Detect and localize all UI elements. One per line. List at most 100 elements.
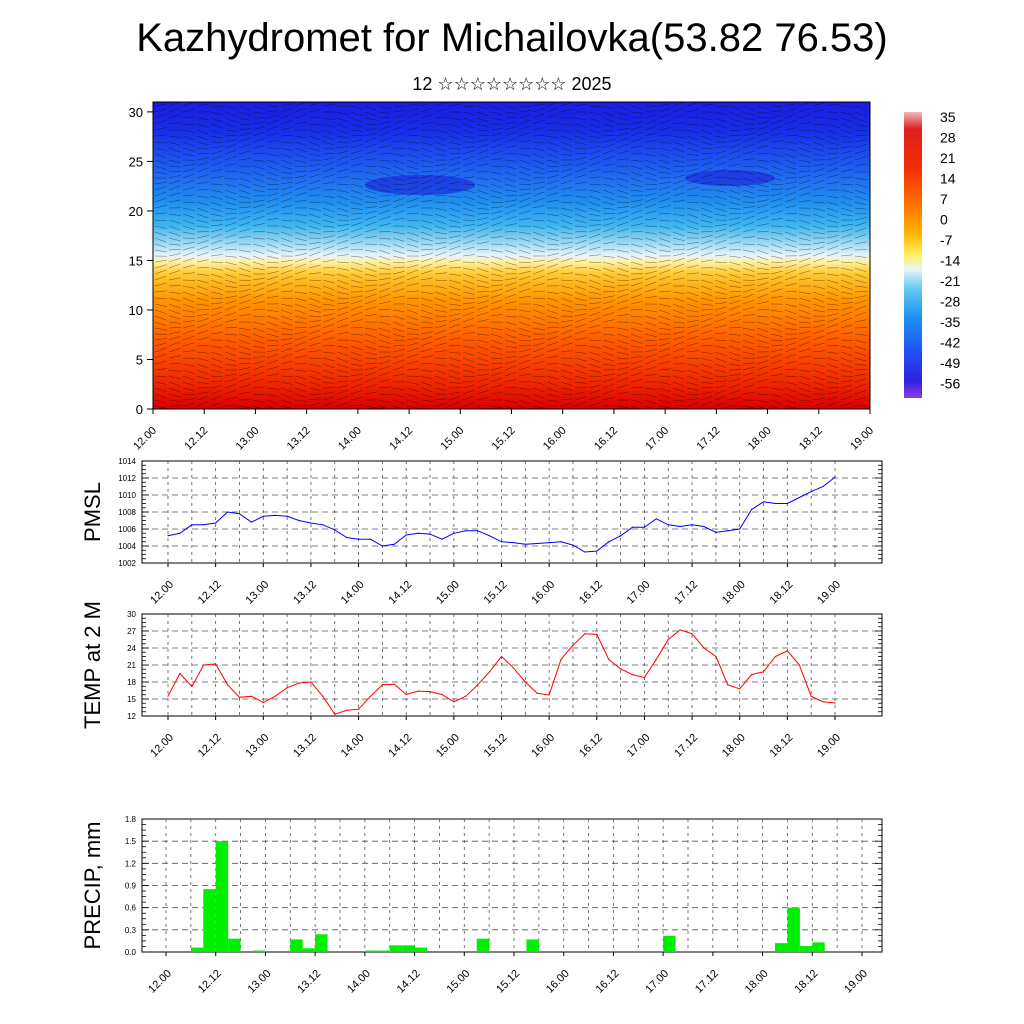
data-point bbox=[488, 671, 491, 673]
wind-barb bbox=[770, 188, 783, 191]
wind-barb bbox=[266, 321, 279, 327]
wind-barb bbox=[308, 324, 321, 329]
wind-barb bbox=[462, 345, 475, 349]
wind-barb bbox=[742, 195, 755, 199]
wind-barb bbox=[616, 228, 629, 233]
wind-barb bbox=[574, 291, 587, 297]
wind-barb bbox=[462, 155, 475, 161]
wind-barb bbox=[406, 353, 419, 359]
wind-barb bbox=[672, 381, 685, 387]
wind-barb bbox=[588, 380, 601, 383]
y-tick-label: 18 bbox=[127, 678, 136, 687]
wind-barb bbox=[672, 369, 685, 372]
wind-barb bbox=[784, 153, 797, 159]
precip-bar bbox=[799, 946, 813, 952]
data-point bbox=[536, 542, 538, 545]
wind-barb bbox=[672, 219, 685, 224]
wind-barb bbox=[154, 165, 167, 170]
wind-barb bbox=[224, 171, 237, 173]
wind-barb bbox=[602, 389, 615, 395]
wind-barb bbox=[868, 177, 870, 179]
wind-barb bbox=[826, 391, 839, 395]
data-point bbox=[322, 695, 324, 697]
wind-barb bbox=[784, 165, 797, 170]
wind-barb bbox=[448, 219, 461, 224]
wind-barb bbox=[560, 381, 573, 386]
wind-barb bbox=[854, 373, 867, 377]
x-tick-label: 17.12 bbox=[693, 968, 721, 996]
wind-barb bbox=[364, 351, 377, 355]
wind-barb bbox=[280, 147, 293, 152]
wind-barb bbox=[560, 279, 573, 282]
wind-barb bbox=[784, 141, 797, 144]
wind-barb bbox=[574, 369, 587, 375]
wind-barb bbox=[728, 390, 741, 395]
wind-barb bbox=[294, 341, 307, 347]
temperature-field bbox=[153, 102, 870, 409]
wind-barb bbox=[658, 303, 671, 307]
wind-barb bbox=[574, 303, 587, 306]
wind-barb bbox=[770, 159, 783, 164]
wind-barb bbox=[154, 327, 167, 331]
x-tick-label: 18.00 bbox=[720, 579, 748, 607]
wind-barb bbox=[196, 357, 209, 362]
wind-barb bbox=[504, 287, 517, 293]
wind-barb bbox=[476, 300, 489, 305]
wind-barb bbox=[518, 159, 531, 164]
wind-barb bbox=[154, 186, 167, 191]
wind-barb bbox=[280, 327, 293, 331]
wind-barb bbox=[448, 129, 461, 135]
wind-barb bbox=[504, 355, 517, 359]
wind-barb bbox=[602, 213, 615, 215]
wind-barb bbox=[840, 111, 853, 116]
wind-barb bbox=[574, 297, 587, 302]
wind-barb bbox=[728, 333, 741, 336]
data-point bbox=[203, 524, 205, 526]
wind-barb bbox=[644, 261, 657, 264]
wind-barb bbox=[518, 405, 529, 409]
wind-barb bbox=[266, 110, 279, 113]
wind-barb bbox=[462, 302, 475, 305]
wind-barb bbox=[854, 295, 867, 299]
wind-barb bbox=[280, 141, 293, 144]
wind-barb bbox=[686, 194, 699, 197]
wind-barb bbox=[336, 207, 349, 212]
wind-barb bbox=[336, 150, 349, 155]
wind-barb bbox=[448, 252, 461, 257]
x-tick-label: 13.00 bbox=[246, 968, 274, 996]
wind-barb bbox=[770, 210, 783, 215]
wind-barb bbox=[812, 219, 825, 225]
data-point bbox=[786, 502, 788, 505]
data-point bbox=[346, 536, 348, 539]
wind-barb bbox=[266, 255, 279, 260]
wind-barb bbox=[294, 121, 307, 125]
wind-barb bbox=[350, 319, 363, 323]
wind-barb bbox=[574, 207, 587, 213]
wind-barb bbox=[784, 315, 797, 321]
wind-barb bbox=[686, 213, 699, 219]
data-point bbox=[238, 696, 241, 698]
wind-barb bbox=[854, 405, 867, 407]
wind-barb bbox=[574, 401, 587, 407]
wind-barb bbox=[574, 135, 587, 141]
wind-barb bbox=[840, 291, 853, 295]
wind-barb bbox=[756, 204, 769, 209]
data-point bbox=[250, 695, 252, 697]
data-point bbox=[274, 514, 276, 517]
wind-barb bbox=[546, 114, 559, 119]
wind-barb bbox=[756, 355, 769, 359]
wind-barb bbox=[336, 155, 349, 161]
wind-barb bbox=[420, 219, 433, 224]
wind-barb bbox=[448, 309, 461, 311]
wind-barb bbox=[644, 188, 657, 191]
wind-barb bbox=[182, 257, 195, 263]
wind-barb bbox=[588, 267, 601, 271]
wind-barb bbox=[672, 141, 685, 146]
wind-barb bbox=[490, 384, 503, 389]
wind-barb bbox=[728, 183, 741, 188]
wind-barb bbox=[686, 135, 699, 141]
wind-barb bbox=[420, 237, 433, 242]
wind-barb bbox=[798, 303, 811, 309]
wind-barb bbox=[756, 199, 769, 203]
